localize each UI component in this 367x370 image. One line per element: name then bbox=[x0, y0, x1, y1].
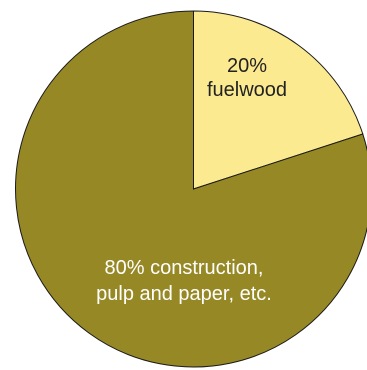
pie-slice-label-1: 80% construction, pulp and paper, etc. bbox=[96, 257, 272, 305]
pie-slice-label-line: fuelwood bbox=[207, 79, 287, 101]
pie-slice-label-line: 20% bbox=[227, 55, 267, 77]
pie-slice-label-line: pulp and paper, etc. bbox=[96, 283, 272, 305]
pie-labels: 20% fuelwood 80% construction, pulp and pap… bbox=[96, 55, 287, 305]
pie-slices bbox=[15, 10, 367, 368]
pie-slice-1 bbox=[15, 10, 367, 368]
pie-slice-label-line: 80% construction, bbox=[105, 257, 264, 279]
pie-slice-0 bbox=[193, 10, 364, 190]
pie-slice-label-0: 20% fuelwood bbox=[207, 55, 287, 101]
